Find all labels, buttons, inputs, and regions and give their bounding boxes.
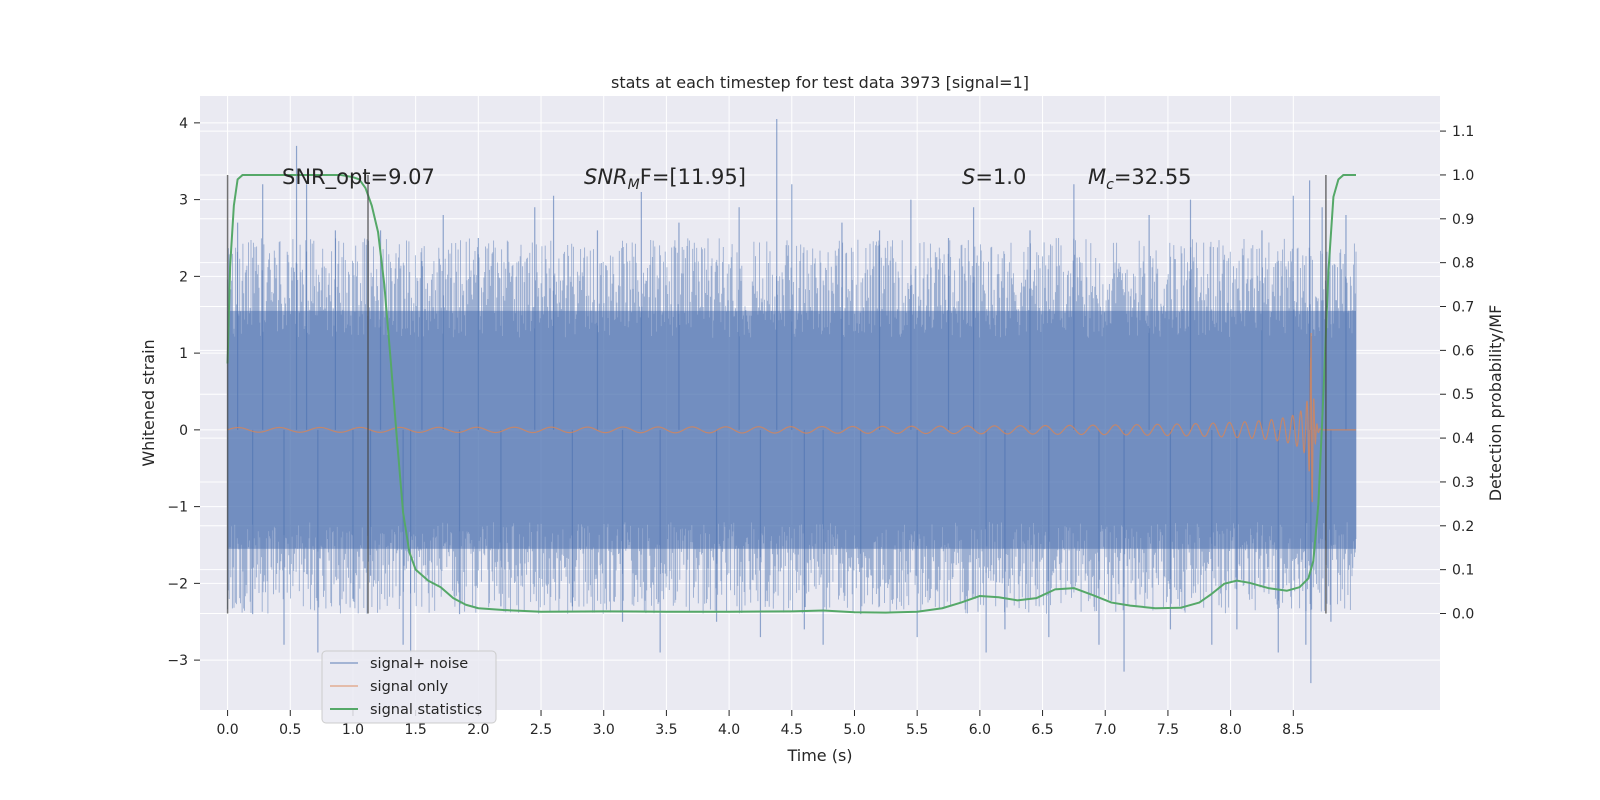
annotation-snr-mf: SNRMF=[11.95] (584, 165, 746, 193)
x-tick-label: 4.5 (781, 722, 803, 738)
y-tick-label: 0 (179, 423, 188, 439)
y-tick-label: 3 (179, 193, 188, 209)
signal-statistics-line (226, 173, 1356, 614)
y2-axis-ticks: 1.1 1.0 0.9 0.8 0.7 0.6 0.5 0.4 0.3 0.2 0.1 0.0 (1440, 124, 1474, 623)
signal-statistics-series (226, 173, 1356, 614)
x-tick-label: 7.5 (1157, 722, 1179, 738)
mc-value: =32.55 (1114, 165, 1192, 189)
snr-mf-name: SNR (584, 165, 628, 189)
mc-name: M (1088, 165, 1106, 189)
y2-tick-label: 0.6 (1452, 343, 1474, 359)
x-tick-label: 5.5 (906, 722, 928, 738)
x-tick-label: 6.5 (1031, 722, 1053, 738)
x-tick-label: 7.0 (1094, 722, 1116, 738)
y2-tick-label: 1.1 (1452, 124, 1474, 140)
y2-tick-label: 0.1 (1452, 563, 1474, 579)
y-axis-label: Whitened strain (139, 339, 158, 466)
s-name: S (962, 165, 975, 189)
y-tick-label: 2 (179, 269, 188, 285)
y-axis-ticks: 4 3 2 1 0 −1 −2 −3 (167, 116, 200, 669)
snr-mf-subscript: M (628, 177, 640, 193)
legend: signal+ noise signal only signal statist… (321, 650, 497, 724)
chart-title: stats at each timestep for test data 397… (611, 73, 1029, 92)
legend-label-noise: signal+ noise (370, 656, 468, 672)
y2-tick-label: 0.4 (1452, 431, 1474, 447)
legend-label-signal: signal only (370, 679, 449, 695)
x-tick-label: 8.5 (1282, 722, 1304, 738)
x-tick-label: 5.0 (843, 722, 865, 738)
y2-axis-label: Detection probability/MF (1486, 305, 1505, 502)
vertical-markers (226, 174, 1327, 614)
y2-tick-label: 0.7 (1452, 300, 1474, 316)
y2-tick-label: 0.2 (1452, 519, 1474, 535)
s-value: =1.0 (975, 165, 1026, 189)
annotation-s: S=1.0 (962, 165, 1026, 189)
x-tick-label: 6.0 (969, 722, 991, 738)
annotation-mc: Mc=32.55 (1088, 165, 1192, 193)
y2-tick-label: 0.8 (1452, 256, 1474, 272)
x-tick-label: 2.5 (530, 722, 552, 738)
y-tick-label: 4 (179, 116, 188, 132)
signal-only-series (227, 333, 1356, 503)
y2-tick-label: 1.0 (1452, 168, 1474, 184)
x-tick-label: 3.0 (593, 722, 615, 738)
x-tick-label: 3.5 (655, 722, 677, 738)
y-tick-label: −3 (167, 653, 188, 669)
y2-tick-label: 0.0 (1452, 607, 1474, 623)
x-tick-label: 2.0 (467, 722, 489, 738)
annotation-snr-opt: SNR_opt=9.07 (282, 165, 435, 190)
x-tick-label: 1.5 (405, 722, 427, 738)
legend-label-stats: signal statistics (370, 702, 482, 718)
x-tick-label: 0.0 (216, 722, 238, 738)
x-axis-label: Time (s) (786, 746, 852, 765)
x-tick-label: 4.0 (718, 722, 740, 738)
signal-only-line (227, 333, 1356, 503)
signal-noise-series (227, 119, 1357, 684)
x-tick-label: 0.5 (279, 722, 301, 738)
x-tick-label: 8.0 (1219, 722, 1241, 738)
mc-subscript: c (1106, 177, 1114, 193)
x-axis-ticks: 0.0 0.5 1.0 1.5 2.0 2.5 3.0 3.5 4.0 4.5 5.0 5.5 6.0 6… (216, 710, 1304, 738)
y-tick-label: −1 (167, 500, 188, 516)
y-tick-label: 1 (179, 346, 188, 362)
x-tick-label: 1.0 (342, 722, 364, 738)
y2-tick-label: 0.9 (1452, 212, 1474, 228)
y2-tick-label: 0.5 (1452, 387, 1474, 403)
y2-tick-label: 0.3 (1452, 475, 1474, 491)
y-tick-label: −2 (167, 576, 188, 592)
snr-mf-value: F=[11.95] (640, 165, 746, 189)
legend-box (321, 650, 497, 724)
